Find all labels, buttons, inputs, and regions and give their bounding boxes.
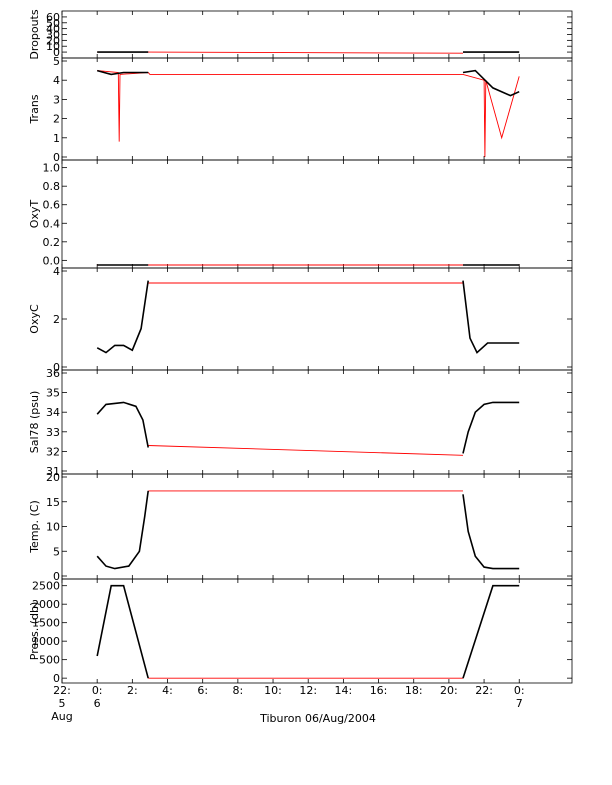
x-tick-label: 16: bbox=[370, 684, 388, 697]
y-tick-label: 5 bbox=[53, 545, 60, 558]
y-tick-label: 0.2 bbox=[43, 236, 61, 249]
y-tick-label: 0 bbox=[53, 46, 60, 59]
y-tick-label: 1.0 bbox=[43, 162, 61, 175]
y-tick-label: 4 bbox=[53, 265, 60, 278]
y-tick-label: 0.6 bbox=[43, 199, 61, 212]
y-tick-label: 2 bbox=[53, 313, 60, 326]
y-tick-label: 50 bbox=[46, 17, 60, 30]
y-tick-label: 31 bbox=[46, 465, 60, 478]
y-axis-title: Press. (db) bbox=[28, 602, 41, 661]
x-axis-title: Tiburon 06/Aug/2004 bbox=[259, 712, 376, 725]
y-tick-label: 34 bbox=[46, 406, 60, 419]
x-tick-label: 7 bbox=[516, 697, 523, 710]
y-tick-label: 30 bbox=[46, 29, 60, 42]
y-tick-label: 3 bbox=[53, 93, 60, 106]
x-tick-label: 6: bbox=[197, 684, 208, 697]
chart-panel: 0 5 10 15 20 Temp. (C) bbox=[28, 471, 573, 583]
series-line bbox=[96, 280, 149, 354]
y-tick-label: 5 bbox=[53, 55, 60, 68]
y-tick-label: 0 bbox=[53, 570, 60, 583]
panel-frame bbox=[61, 369, 573, 475]
x-tick-label: 8: bbox=[233, 684, 244, 697]
series-line bbox=[97, 51, 464, 54]
x-tick-label: 22: bbox=[53, 684, 71, 697]
y-axis-title: OxyC bbox=[28, 304, 41, 334]
y-tick-label: 4 bbox=[53, 74, 60, 87]
y-tick-label: 15 bbox=[46, 496, 60, 509]
x-tick-label: 0: bbox=[514, 684, 525, 697]
panel-frame bbox=[61, 159, 573, 269]
y-tick-label: 10 bbox=[46, 521, 60, 534]
panels-layer: 0102030405060Dropouts012345Trans0.00.20.… bbox=[28, 9, 573, 685]
y-tick-label: 1 bbox=[53, 132, 60, 145]
x-tick-label: 10: bbox=[264, 684, 282, 697]
x-tick-label: 22: bbox=[475, 684, 493, 697]
series-line bbox=[97, 70, 520, 158]
series-line bbox=[462, 69, 520, 97]
panel-frame bbox=[61, 10, 573, 59]
series-line bbox=[96, 490, 149, 570]
y-tick-label: 40 bbox=[46, 23, 60, 36]
series-line bbox=[96, 401, 149, 448]
chart-panel: 31 32 33 34 35 36 Sal78 (psu) bbox=[28, 367, 573, 478]
chart-panel: 0.0 0.2 0.4 0.6 0.8 1.0 OxyT bbox=[28, 159, 573, 269]
series-line bbox=[462, 280, 520, 354]
y-tick-label: 0.8 bbox=[43, 180, 61, 193]
y-axis-title: Sal78 (psu) bbox=[28, 391, 41, 454]
chart-panel: 0 2 4 OxyC bbox=[28, 265, 573, 374]
chart-panel: 0 1 2 3 4 5 Trans bbox=[28, 55, 573, 164]
x-tick-label: 6 bbox=[94, 697, 101, 710]
series-line bbox=[462, 584, 520, 679]
x-tick-label: 5 bbox=[59, 697, 66, 710]
x-tick-label: 4: bbox=[162, 684, 173, 697]
y-tick-label: 1500 bbox=[32, 617, 60, 630]
y-tick-label: 2000 bbox=[32, 598, 60, 611]
x-tick-label: Aug bbox=[51, 710, 72, 723]
y-tick-label: 20 bbox=[46, 34, 60, 47]
y-tick-label: 0.0 bbox=[43, 254, 61, 267]
y-tick-label: 35 bbox=[46, 387, 60, 400]
panel-frame bbox=[61, 473, 573, 580]
x-tick-label: 2: bbox=[127, 684, 138, 697]
y-tick-label: 0 bbox=[53, 151, 60, 164]
series-line bbox=[96, 584, 149, 679]
y-tick-label: 0 bbox=[53, 672, 60, 685]
series-line bbox=[462, 494, 520, 570]
y-axis-title: Dropouts bbox=[28, 9, 41, 59]
series-line bbox=[96, 69, 149, 76]
x-tick-label: 0: bbox=[92, 684, 103, 697]
y-axis-title: Trans bbox=[28, 94, 41, 124]
y-tick-label: 36 bbox=[46, 367, 60, 380]
y-tick-label: 10 bbox=[46, 40, 60, 53]
x-tick-label: 14: bbox=[335, 684, 353, 697]
y-tick-label: 500 bbox=[39, 654, 60, 667]
chart-panel: 0 500 1000 1500 2000 2500 Press. (db) bbox=[28, 578, 573, 685]
y-tick-label: 60 bbox=[46, 11, 60, 24]
series-line bbox=[148, 445, 464, 456]
y-tick-label: 1000 bbox=[32, 635, 60, 648]
x-tick-label: 12: bbox=[299, 684, 317, 697]
y-axis-title: OxyT bbox=[28, 200, 41, 229]
y-axis-title: Temp. (C) bbox=[28, 500, 41, 554]
y-tick-label: 2500 bbox=[32, 580, 60, 593]
y-tick-label: 0 bbox=[53, 361, 60, 374]
y-tick-label: 32 bbox=[46, 445, 60, 458]
panel-frame bbox=[61, 578, 573, 684]
y-tick-label: 2 bbox=[53, 113, 60, 126]
x-tick-label: 18: bbox=[405, 684, 423, 697]
y-tick-label: 0.4 bbox=[43, 217, 61, 230]
y-tick-label: 20 bbox=[46, 471, 60, 484]
x-tick-label: 20: bbox=[440, 684, 458, 697]
series-line bbox=[462, 401, 520, 454]
y-tick-label: 33 bbox=[46, 426, 60, 439]
